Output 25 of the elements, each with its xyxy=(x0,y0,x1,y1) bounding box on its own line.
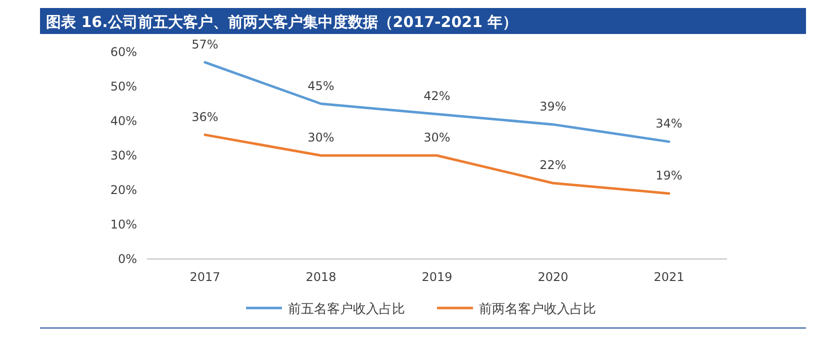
data-label: 42% xyxy=(424,89,450,104)
legend-label: 前五名客户收入占比 xyxy=(288,301,405,317)
x-tick-label: 2020 xyxy=(538,270,568,284)
y-tick-label: 10% xyxy=(110,218,137,232)
y-tick-label: 0% xyxy=(118,252,137,266)
y-tick-label: 40% xyxy=(110,114,137,128)
legend-label: 前两名客户收入占比 xyxy=(479,301,596,317)
chart-title: 图表 16.公司前五大客户、前两大客户集中度数据（2017-2021 年） xyxy=(46,13,518,31)
data-label: 30% xyxy=(308,130,334,144)
y-tick-label: 60% xyxy=(110,45,137,59)
y-tick-label: 50% xyxy=(110,80,137,94)
x-tick-label: 2018 xyxy=(306,270,336,284)
data-label: 30% xyxy=(424,130,450,144)
y-tick-label: 20% xyxy=(110,183,137,197)
data-label: 39% xyxy=(540,99,566,114)
data-label: 57% xyxy=(192,37,218,52)
data-label: 22% xyxy=(540,158,566,172)
y-tick-label: 30% xyxy=(110,148,137,162)
data-label: 34% xyxy=(656,116,682,131)
x-tick-label: 2017 xyxy=(190,270,220,284)
x-tick-label: 2021 xyxy=(654,270,684,284)
data-label: 36% xyxy=(192,110,218,124)
data-label: 19% xyxy=(656,168,682,182)
data-label: 45% xyxy=(308,78,334,93)
x-tick-label: 2019 xyxy=(422,270,452,284)
